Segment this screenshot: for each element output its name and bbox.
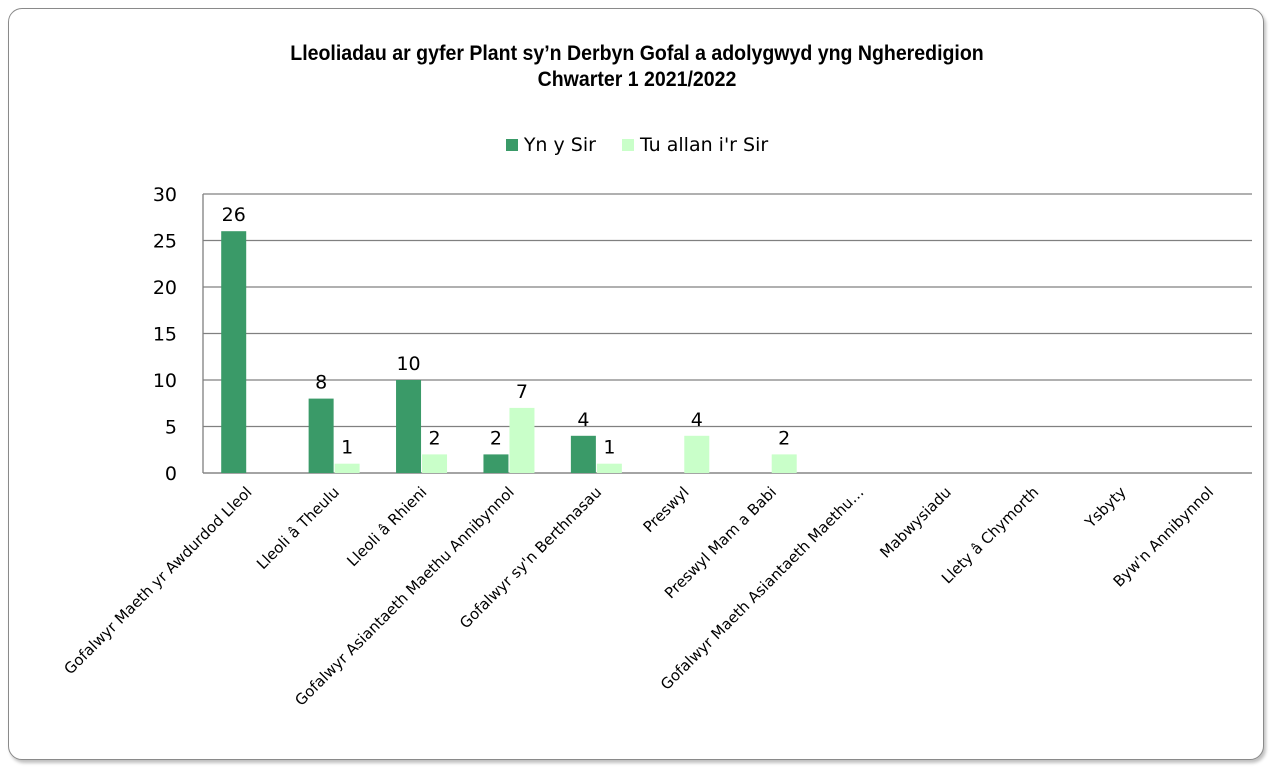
x-tick-label: Lleoli â Theulu <box>253 483 343 573</box>
data-label: 1 <box>603 437 615 459</box>
data-label: 2 <box>778 427 790 449</box>
data-label: 4 <box>577 409 589 431</box>
chart-subtitle: Chwarter 1 2021/2022 <box>537 68 737 91</box>
bar-1 <box>483 454 509 473</box>
bar-1 <box>221 231 247 473</box>
legend-swatch-series-2 <box>621 139 634 151</box>
bar-1 <box>308 398 334 473</box>
y-tick-label: 10 <box>153 370 177 392</box>
x-tick-label: Mabwysiadu <box>876 483 954 561</box>
data-label: 2 <box>428 427 440 449</box>
y-tick-label: 5 <box>165 417 177 439</box>
data-label: 10 <box>396 353 420 375</box>
x-tick-label: Gofalwyr Maeth Asiantaeth Maethu… <box>657 483 868 694</box>
x-tick-label: Gofalwyr Maeth yr Awdurdod Lleol <box>61 483 256 678</box>
bar-2 <box>334 463 360 473</box>
legend-swatch-series-1 <box>505 139 518 151</box>
y-tick-label: 0 <box>165 463 177 485</box>
data-label: 26 <box>222 204 246 226</box>
bar-2 <box>771 454 797 473</box>
x-tick-label: Preswyl <box>640 483 693 536</box>
y-tick-label: 25 <box>153 231 177 253</box>
chart-legend: Yn y Sir Tu allan i'r Sir <box>0 134 1274 156</box>
chart-frame <box>8 8 1264 760</box>
bar-1 <box>570 435 596 473</box>
bar-2 <box>509 407 535 473</box>
bar-2 <box>596 463 622 473</box>
data-label: 1 <box>341 437 353 459</box>
chart-title: Lleoliadau ar gyfer Plant sy’n Derbyn Go… <box>290 42 984 65</box>
x-tick-label: Lleoli â Rhieni <box>343 483 430 570</box>
legend-item-series-2: Tu allan i'r Sir <box>621 134 769 156</box>
data-label: 4 <box>691 409 703 431</box>
x-tick-label: Llety â Chymorth <box>938 483 1042 587</box>
y-tick-label: 15 <box>153 324 177 346</box>
x-tick-label: Ysbyty <box>1081 483 1130 532</box>
data-label: 2 <box>490 427 502 449</box>
data-label: 8 <box>315 372 327 394</box>
bar-2 <box>422 454 448 473</box>
y-tick-label: 20 <box>153 277 177 299</box>
legend-item-series-1: Yn y Sir <box>505 134 596 156</box>
bar-2 <box>684 435 710 473</box>
bar-1 <box>396 380 422 473</box>
legend-label-series-1: Yn y Sir <box>523 134 596 156</box>
legend-label-series-2: Tu allan i'r Sir <box>639 134 769 156</box>
x-tick-label: Gofalwyr sy'n Berthnasau <box>456 483 605 632</box>
y-tick-label: 30 <box>153 184 177 206</box>
data-label: 7 <box>516 381 528 403</box>
